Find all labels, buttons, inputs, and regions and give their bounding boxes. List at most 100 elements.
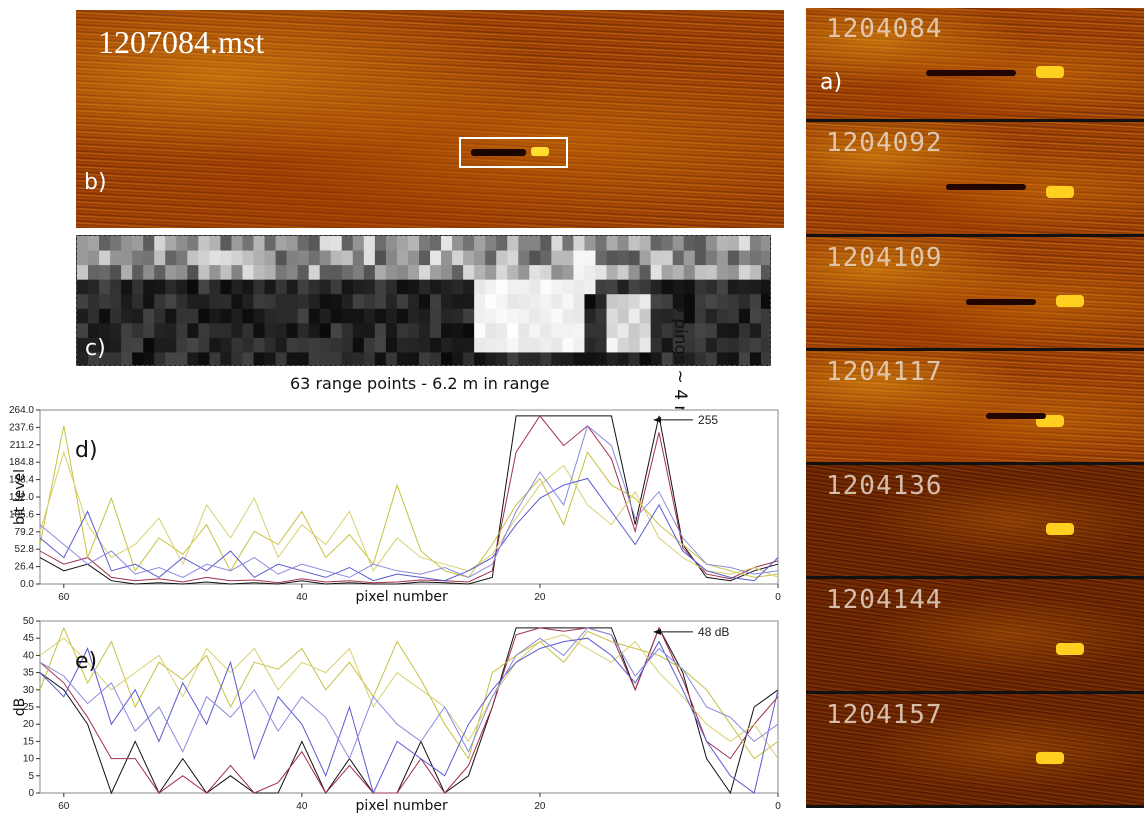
grid-cell	[584, 265, 596, 281]
grid-cell	[540, 294, 552, 310]
grid-cell	[297, 236, 310, 252]
grid-cell	[430, 294, 442, 310]
grid-cell	[760, 236, 770, 252]
grid-cell	[286, 265, 299, 281]
grid-cell	[165, 250, 177, 266]
grid-cell	[187, 308, 199, 324]
grid-cell	[727, 265, 740, 281]
grid-cell	[330, 294, 343, 310]
sonar-image-b: 1207084.mst b)	[76, 10, 784, 228]
grid-cell	[110, 308, 122, 324]
grid-cell	[738, 265, 751, 281]
grid-cell	[253, 352, 266, 365]
grid-cell	[683, 279, 696, 295]
grid-cell	[88, 352, 100, 365]
grid-cell	[187, 279, 199, 295]
grid-cell	[330, 323, 343, 339]
grid-cell	[540, 323, 552, 339]
tile-column-a: 1204084 1204092 1204109 1204117 1204136 12041…	[806, 8, 1144, 808]
grid-cell	[540, 337, 552, 353]
grid-cell	[77, 294, 89, 310]
chart-panel-label: e)	[75, 649, 97, 674]
grid-cell	[529, 250, 541, 266]
grid-cell	[573, 294, 585, 310]
grid-cell	[617, 236, 630, 252]
pixel-grid-svg	[77, 236, 770, 365]
grid-cell	[694, 352, 707, 365]
series-line-red	[39, 415, 779, 584]
target-selection-box[interactable]	[459, 137, 568, 168]
grid-cell	[99, 265, 111, 281]
tile-echo	[1046, 186, 1074, 199]
grid-cell	[474, 352, 486, 365]
grid-cell	[705, 279, 718, 295]
grid-cell	[562, 265, 574, 281]
grid-cell	[297, 294, 310, 310]
grid-cell	[573, 323, 585, 339]
grid-cell	[176, 337, 188, 353]
plot-area	[39, 620, 779, 794]
grid-cell	[430, 337, 442, 353]
grid-cell	[705, 236, 718, 252]
grid-cell	[396, 294, 409, 310]
grid-cell	[77, 323, 89, 339]
grid-cell	[496, 265, 508, 281]
grid-cell	[363, 250, 376, 266]
grid-cell	[595, 337, 608, 353]
grid-cell	[584, 294, 596, 310]
grid-cell	[760, 323, 770, 339]
grid-cell	[463, 352, 475, 365]
grid-cell	[738, 294, 751, 310]
grid-cell	[154, 265, 166, 281]
grid-cell	[661, 294, 674, 310]
grid-cell	[297, 352, 310, 365]
grid-cell	[253, 279, 266, 295]
grid-cell	[727, 337, 740, 353]
y-tick-label: 50	[23, 616, 35, 627]
grid-cell	[407, 323, 420, 339]
grid-cell	[562, 337, 574, 353]
grid-cell	[363, 308, 376, 324]
chart-panel-label: d)	[75, 438, 98, 463]
y-tick-label: 25	[23, 702, 35, 713]
y-tick-label: 184.8	[9, 457, 34, 468]
grid-cell	[330, 337, 343, 353]
grid-cell	[683, 308, 696, 324]
grid-cell	[551, 250, 563, 266]
grid-cell	[209, 294, 221, 310]
tile-echo	[1036, 66, 1064, 78]
grid-cell	[264, 250, 277, 266]
grid-cell	[385, 236, 398, 252]
grid-cell	[562, 250, 574, 266]
grid-cell	[606, 323, 619, 339]
grid-cell	[452, 250, 464, 266]
grid-cell	[595, 323, 608, 339]
grid-cell	[507, 236, 519, 252]
grid-cell	[562, 308, 574, 324]
grid-cell	[661, 265, 674, 281]
grid-cell	[132, 250, 144, 266]
grid-cell	[396, 250, 409, 266]
grid-cell	[617, 323, 630, 339]
grid-cell	[705, 265, 718, 281]
grid-cell	[716, 265, 729, 281]
grid-cell	[584, 279, 596, 295]
grid-cell	[341, 337, 354, 353]
series-line-black	[39, 415, 779, 585]
grid-cell	[485, 294, 497, 310]
grid-cell	[529, 337, 541, 353]
grid-cell	[661, 279, 674, 295]
grid-cell	[441, 265, 453, 281]
grid-cell	[507, 352, 519, 365]
grid-cell	[474, 265, 486, 281]
grid-cell	[452, 337, 464, 353]
grid-cell	[275, 250, 288, 266]
grid-cell	[187, 337, 199, 353]
grid-cell	[330, 308, 343, 324]
grid-cell	[452, 279, 464, 295]
grid-cell	[551, 337, 563, 353]
y-tick-label: 15	[23, 736, 35, 747]
grid-cell	[749, 337, 762, 353]
grid-cell	[617, 279, 630, 295]
grid-cell	[143, 323, 155, 339]
